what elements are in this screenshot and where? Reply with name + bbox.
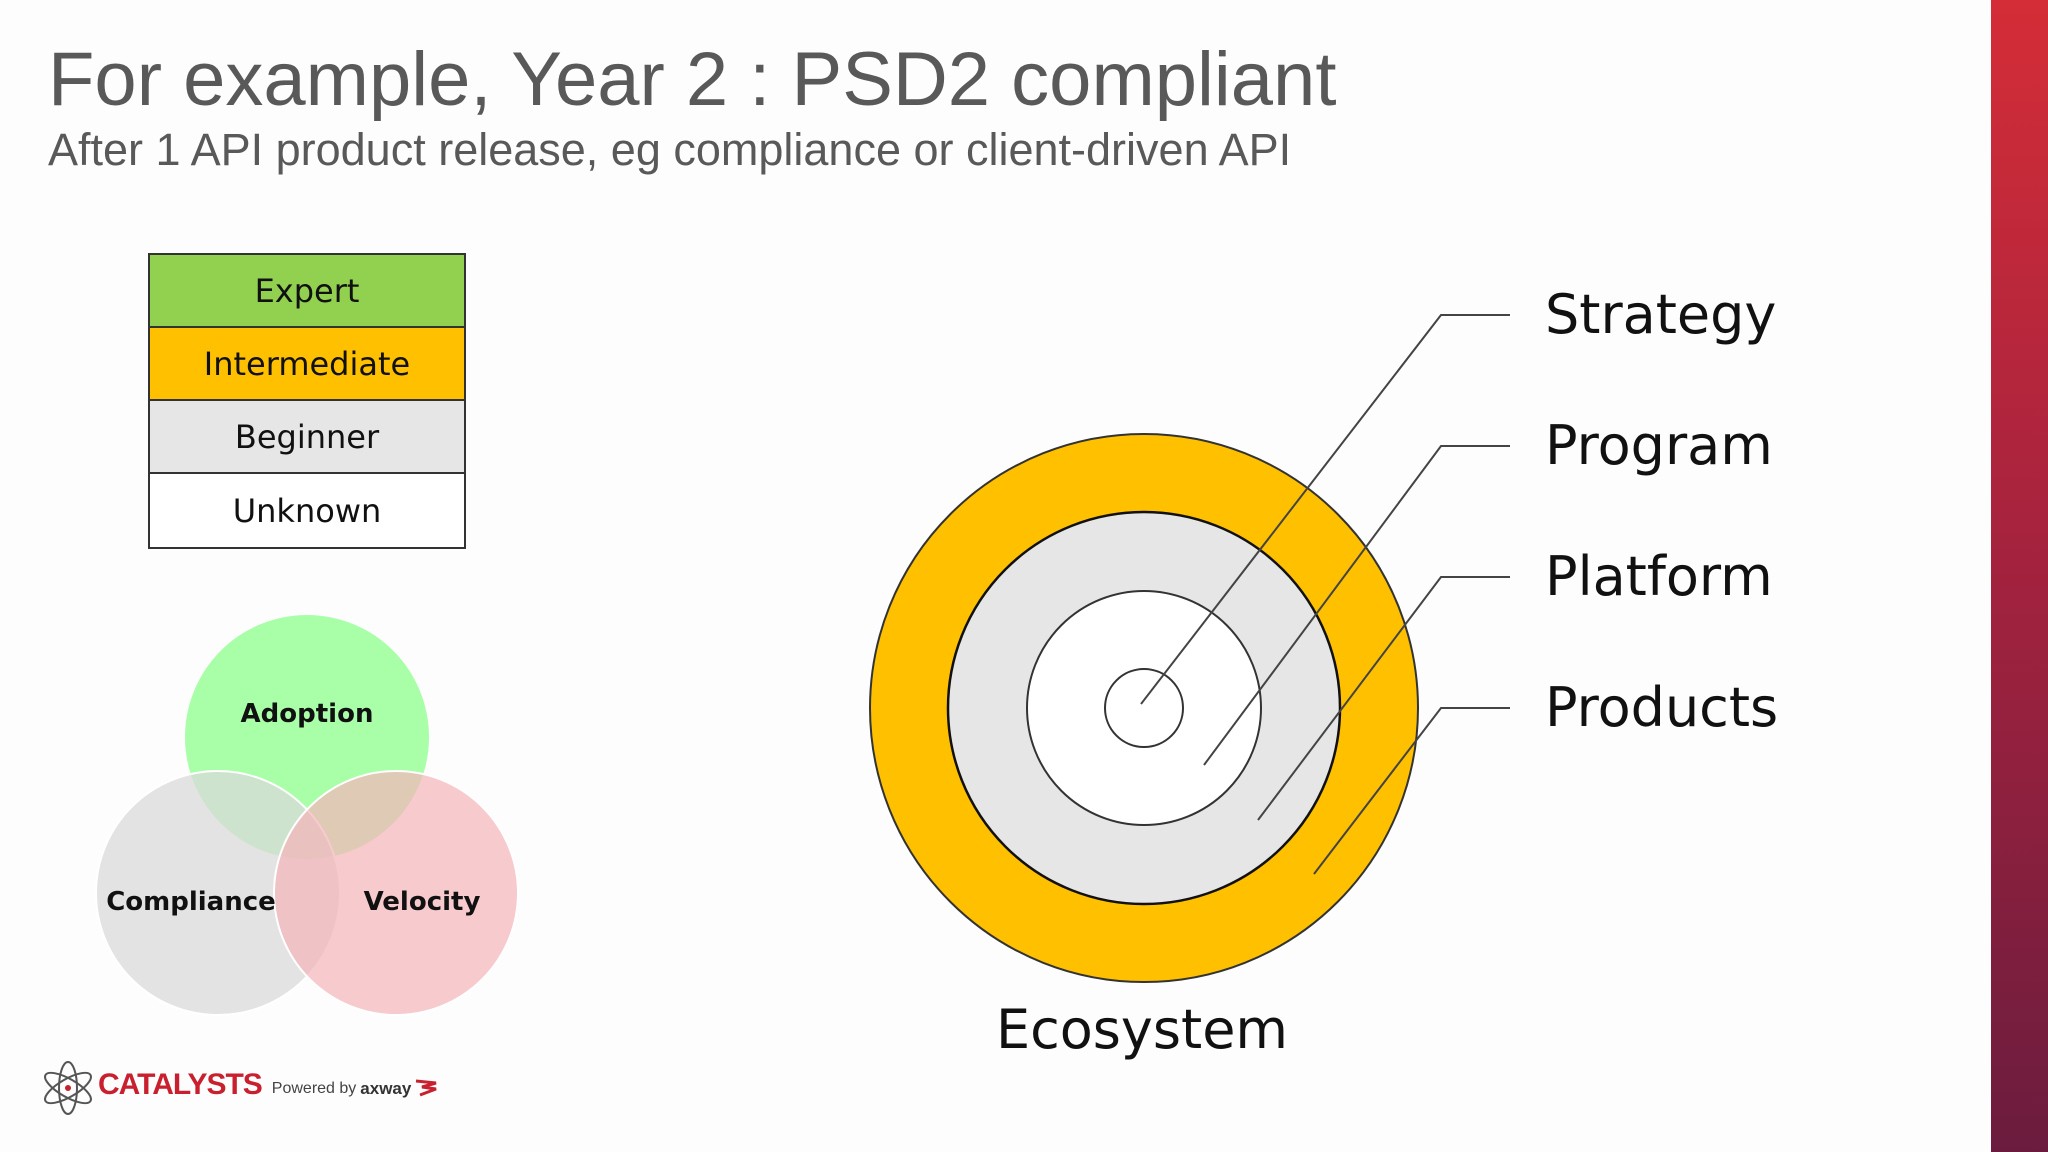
leader-line-strategy — [1140, 314, 1510, 705]
legend-item-intermediate: Intermediate — [150, 328, 464, 401]
leader-line-platform — [1257, 576, 1510, 821]
ring-label-program: Program — [1545, 414, 1773, 477]
legend-item-beginner: Beginner — [150, 401, 464, 474]
catalysts-atom-icon — [44, 1061, 92, 1115]
leader-lines — [1140, 314, 1510, 875]
ring-label-strategy: Strategy — [1545, 283, 1776, 346]
venn-label-velocity: Velocity — [364, 887, 481, 917]
ring-label-platform: Platform — [1545, 545, 1773, 608]
ring-strategy — [1104, 668, 1184, 748]
legend-item-unknown: Unknown — [150, 474, 464, 547]
axway-chevron-icon — [416, 1079, 437, 1097]
venn-circle-velocity — [273, 770, 519, 1016]
leader-line-program — [1203, 445, 1510, 766]
venn-label-adoption: Adoption — [241, 699, 374, 729]
slide-subtitle: After 1 API product release, eg complian… — [48, 124, 1292, 175]
logo-name: CATALYSTS — [98, 1068, 263, 1101]
logo-partner: axway — [360, 1079, 412, 1098]
legend-item-expert: Expert — [150, 255, 464, 328]
venn-label-compliance: Compliance — [106, 887, 276, 917]
ecosystem-label: Ecosystem — [996, 998, 1288, 1061]
accent-side-bar — [1991, 0, 2048, 1152]
ring-label-products: Products — [1545, 676, 1778, 739]
logo-powered-by: Powered by — [271, 1080, 357, 1097]
slide-title: For example, Year 2 : PSD2 compliant — [48, 37, 1337, 122]
concentric-rings — [869, 433, 1419, 983]
maturity-legend: Expert Intermediate Beginner Unknown — [148, 253, 466, 549]
venn-diagram: Adoption Compliance Velocity — [95, 615, 519, 1016]
leader-line-products — [1313, 707, 1510, 875]
catalysts-logo: CATALYSTS Powered by axway — [38, 1052, 440, 1118]
